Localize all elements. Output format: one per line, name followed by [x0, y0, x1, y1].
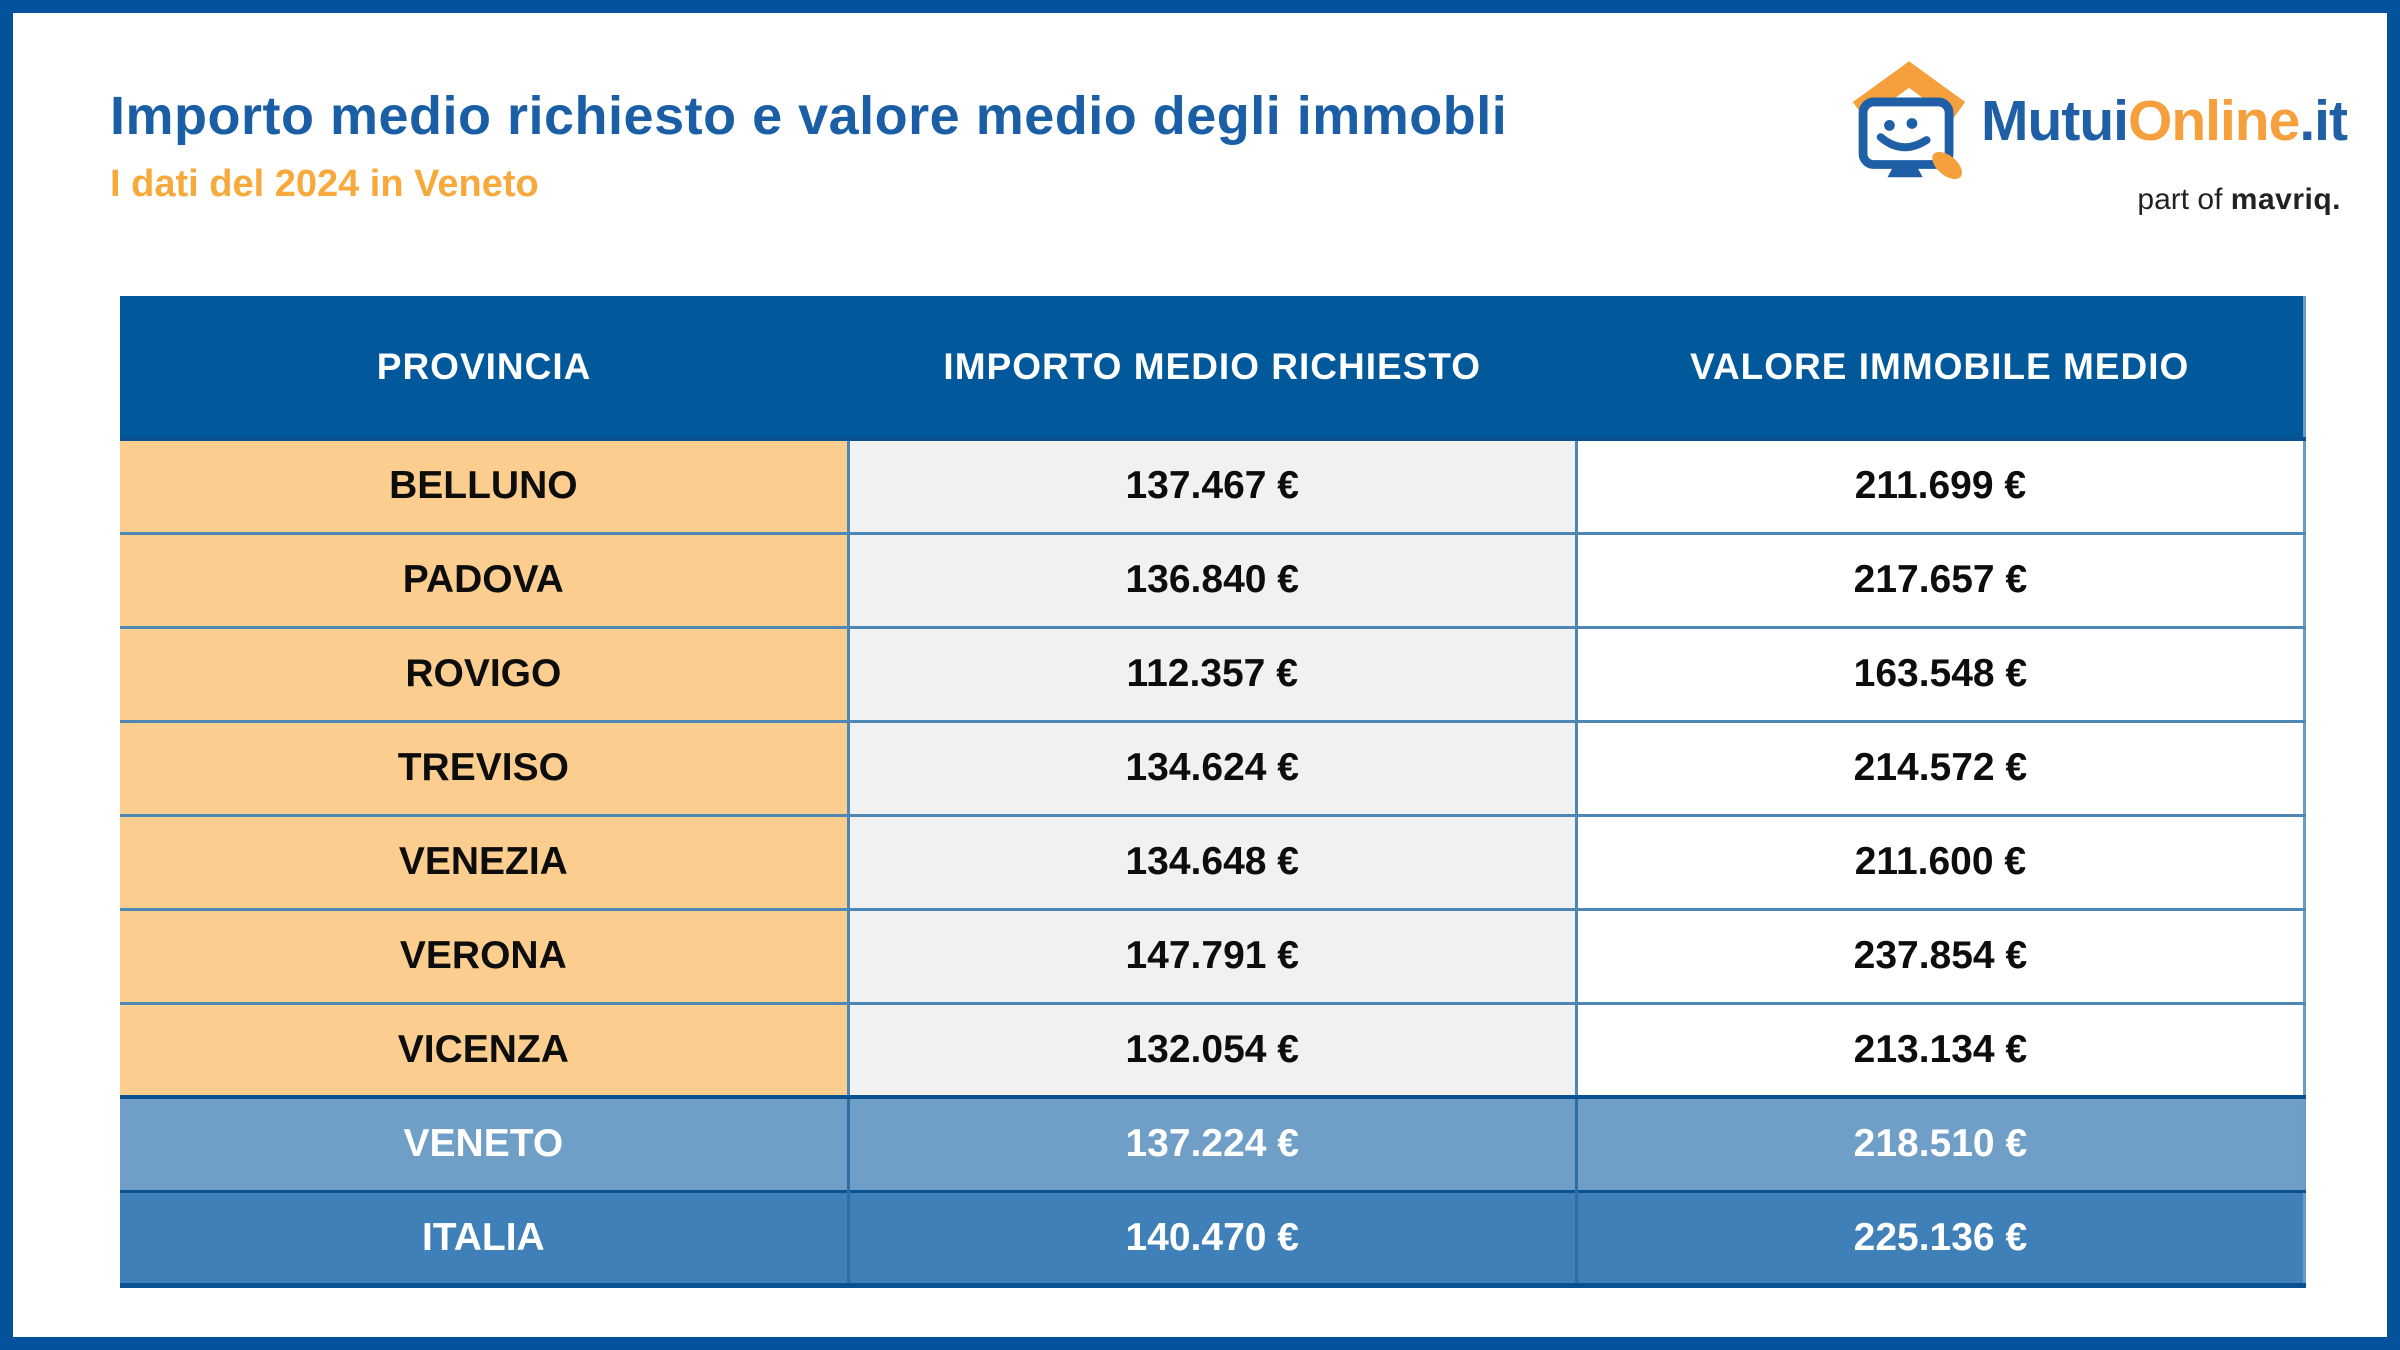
table-row-italia-total: ITALIA 140.470 € 225.136 € [120, 1189, 2305, 1288]
valore-cell: 213.134 € [1574, 1001, 2305, 1097]
province-cell: TREVISO [120, 719, 849, 815]
tagline-prefix: part of [2137, 183, 2231, 216]
table-row: TREVISO 134.624 € 214.572 € [120, 719, 2305, 815]
table-row-veneto-total: VENETO 137.224 € 218.510 € [120, 1095, 2305, 1191]
valore-cell: 163.548 € [1574, 625, 2305, 721]
table-row: VERONA 147.791 € 237.854 € [120, 907, 2305, 1003]
importo-cell: 137.224 € [846, 1095, 1577, 1191]
valore-cell: 218.510 € [1574, 1095, 2305, 1191]
province-cell: PADOVA [120, 531, 849, 627]
importo-cell: 147.791 € [846, 907, 1577, 1003]
page-title: Importo medio richiesto e valore medio d… [110, 86, 1508, 146]
province-cell: VENEZIA [120, 813, 849, 909]
table-row: VENEZIA 134.648 € 211.600 € [120, 813, 2305, 909]
brand-wordmark: MutuiOnline.it [1981, 88, 2348, 154]
importo-cell: 140.470 € [846, 1189, 1577, 1288]
province-cell: ROVIGO [120, 625, 849, 721]
brand-mutui: Mutui [1981, 89, 2129, 153]
mutuionline-monitor-house-icon [1852, 61, 1966, 180]
tagline-mavriq: mavriq. [2230, 183, 2341, 216]
valore-cell: 225.136 € [1574, 1189, 2305, 1288]
province-cell: VICENZA [120, 1001, 849, 1097]
mutuionline-logo: MutuiOnline.it part of mavriq. [1845, 55, 2348, 217]
table-row: BELLUNO 137.467 € 211.699 € [120, 437, 2305, 533]
table-header-row: PROVINCIA IMPORTO MEDIO RICHIESTO VALORE… [120, 296, 2305, 439]
brand-tagline: part of mavriq. [1845, 183, 2347, 217]
valore-cell: 211.699 € [1574, 437, 2305, 533]
table-row: PADOVA 136.840 € 217.657 € [120, 531, 2305, 627]
table-row: VICENZA 132.054 € 213.134 € [120, 1001, 2305, 1097]
importo-cell: 134.648 € [846, 813, 1577, 909]
importo-cell: 112.357 € [846, 625, 1577, 721]
table-row: ROVIGO 112.357 € 163.548 € [120, 625, 2305, 721]
header-provincia: PROVINCIA [120, 296, 849, 439]
header-valore: VALORE IMMOBILE MEDIO [1576, 296, 2305, 439]
brand-online: Online [2127, 89, 2300, 153]
valore-cell: 217.657 € [1574, 531, 2305, 627]
province-cell: VERONA [120, 907, 849, 1003]
header-importo: IMPORTO MEDIO RICHIESTO [848, 296, 1577, 439]
importo-cell: 134.624 € [846, 719, 1577, 815]
brand-tld: .it [2299, 89, 2348, 153]
valore-cell: 237.854 € [1574, 907, 2305, 1003]
province-cell: VENETO [120, 1095, 849, 1191]
page-subtitle: I dati del 2024 in Veneto [110, 163, 539, 205]
importo-cell: 132.054 € [846, 1001, 1577, 1097]
province-cell: BELLUNO [120, 437, 849, 533]
importo-cell: 137.467 € [846, 437, 1577, 533]
province-cell: ITALIA [120, 1189, 849, 1288]
valore-cell: 211.600 € [1574, 813, 2305, 909]
mortgage-data-table: PROVINCIA IMPORTO MEDIO RICHIESTO VALORE… [120, 296, 2306, 1288]
importo-cell: 136.840 € [846, 531, 1577, 627]
valore-cell: 214.572 € [1574, 719, 2305, 815]
